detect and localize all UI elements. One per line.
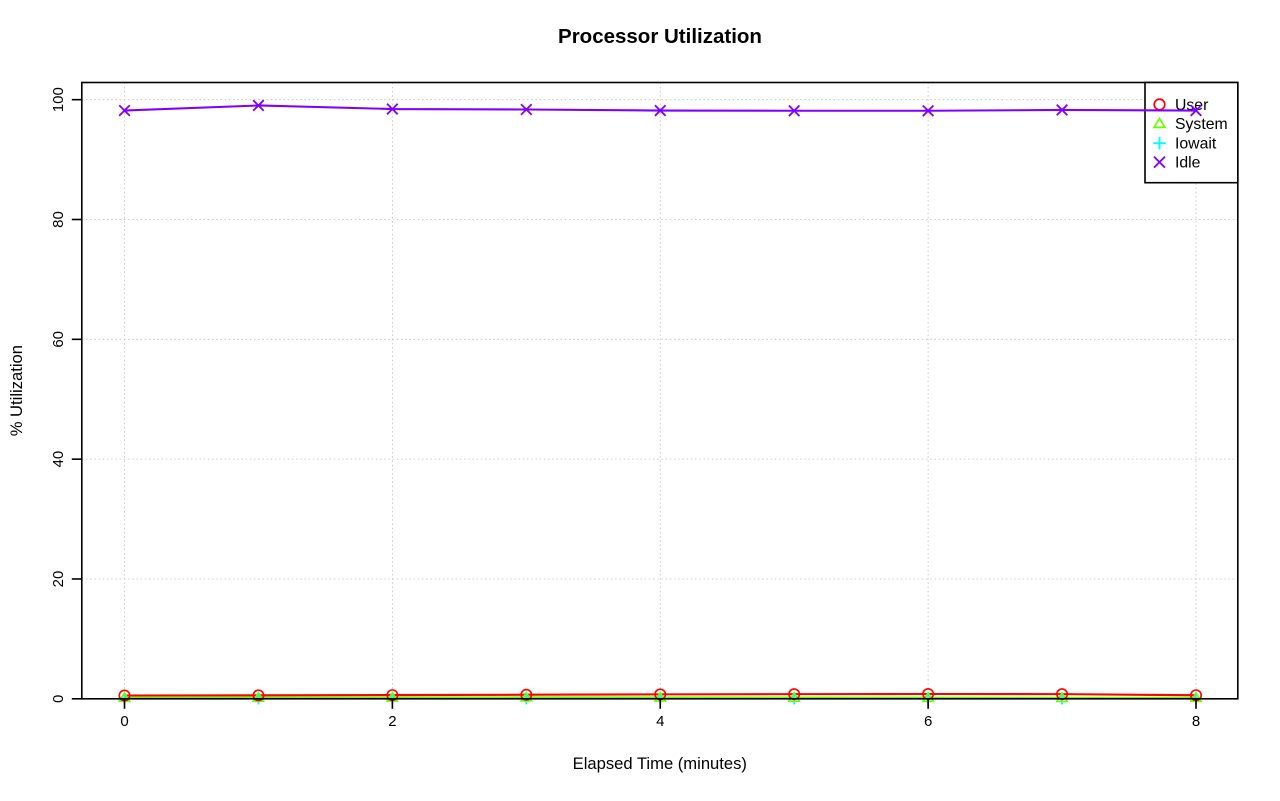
- svg-text:80: 80: [50, 211, 67, 228]
- svg-text:Processor Utilization: Processor Utilization: [558, 25, 762, 48]
- svg-text:60: 60: [50, 331, 67, 348]
- svg-text:40: 40: [50, 451, 67, 468]
- svg-text:6: 6: [924, 713, 932, 730]
- svg-text:0: 0: [120, 713, 128, 730]
- svg-text:8: 8: [1192, 713, 1200, 730]
- svg-text:100: 100: [50, 87, 67, 112]
- svg-text:2: 2: [388, 713, 396, 730]
- svg-text:4: 4: [656, 713, 664, 730]
- svg-text:System: System: [1175, 116, 1228, 133]
- svg-text:Iowait: Iowait: [1175, 136, 1217, 153]
- svg-text:% Utilization: % Utilization: [7, 345, 26, 436]
- svg-text:0: 0: [50, 695, 67, 703]
- svg-text:Idle: Idle: [1175, 155, 1201, 172]
- svg-text:Elapsed Time (minutes): Elapsed Time (minutes): [573, 754, 747, 773]
- svg-text:20: 20: [50, 571, 67, 588]
